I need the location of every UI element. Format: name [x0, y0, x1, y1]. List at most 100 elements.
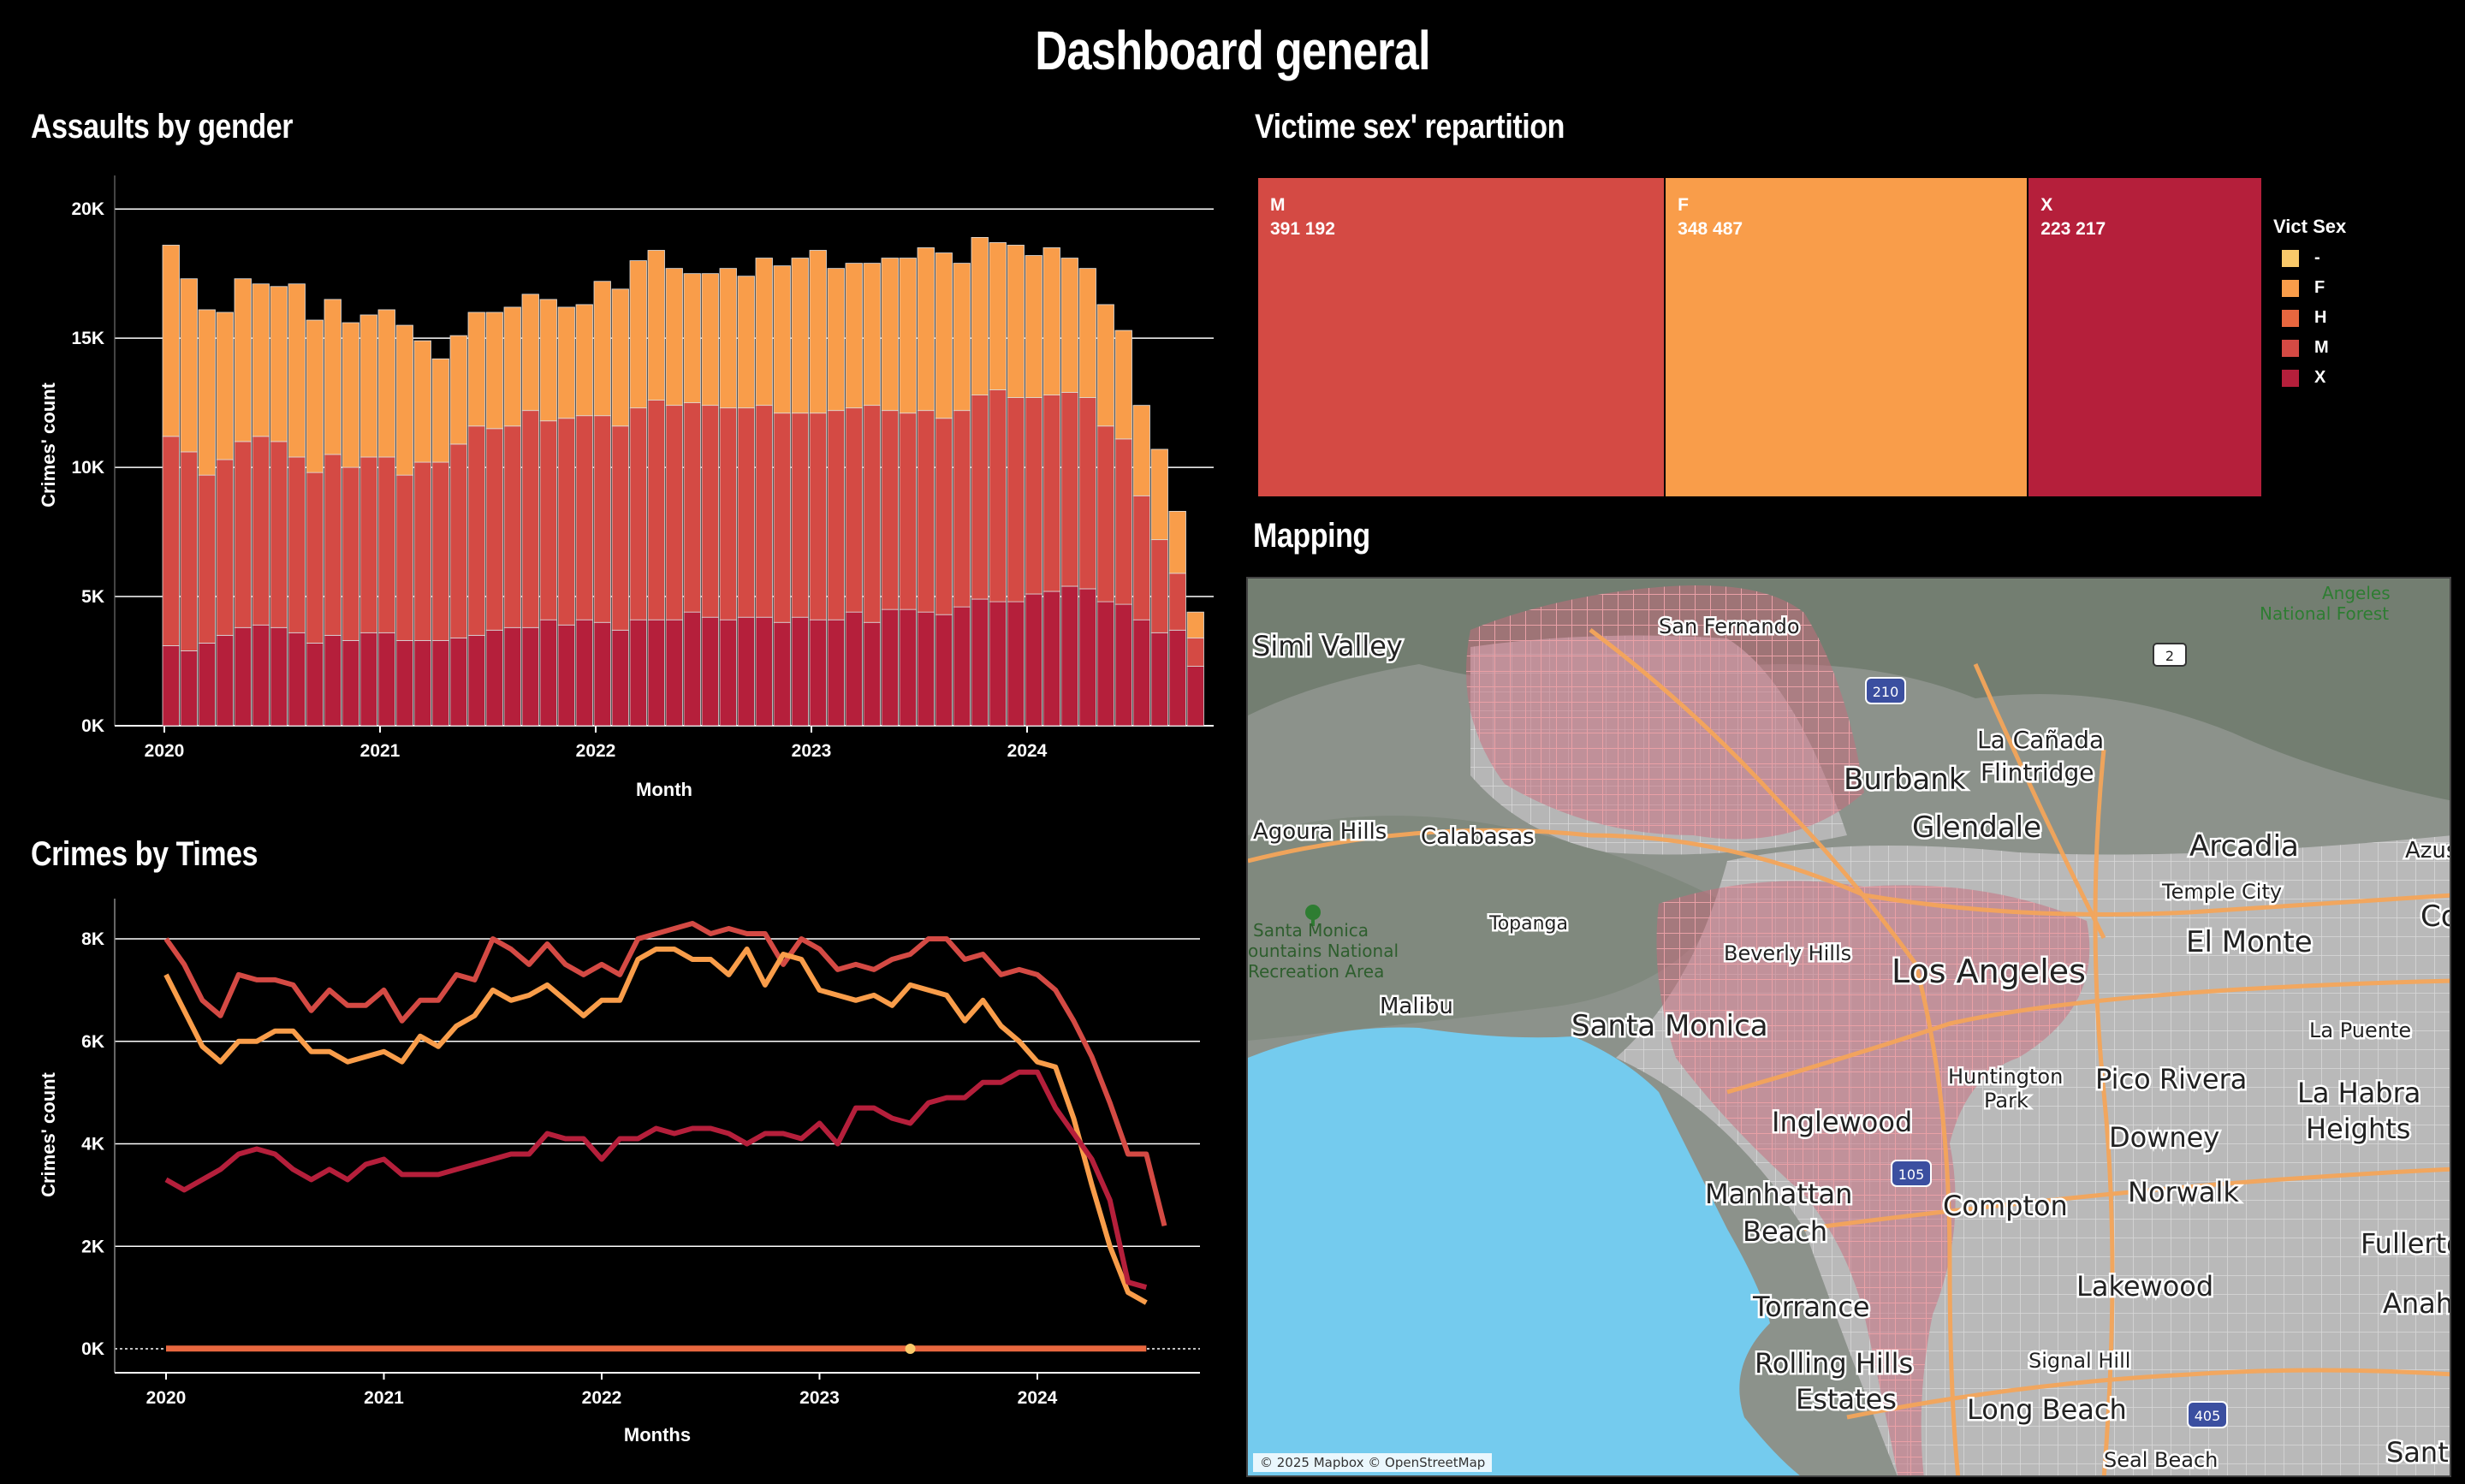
- place-anaheim: Anahei: [2383, 1287, 2451, 1320]
- bar-segment-f: [198, 309, 216, 476]
- map-canvas[interactable]: 210 105 405 2 Simi Valley San Fernando A…: [1248, 579, 2451, 1477]
- crime-map[interactable]: 210 105 405 2 Simi Valley San Fernando A…: [1246, 577, 2451, 1477]
- shield-2-label: 2: [2165, 648, 2174, 664]
- x-tick-label: 2024: [1007, 741, 1048, 761]
- bar-segment-f: [683, 273, 701, 404]
- legend-swatch: [2282, 369, 2299, 387]
- bar-segment-f: [899, 258, 917, 414]
- place-la-canada-1: La Cañada: [1977, 726, 2104, 754]
- y-tick-label: 6K: [81, 1032, 104, 1052]
- park-tree-icon: [1305, 905, 1321, 926]
- shield-105-icon: 105: [1891, 1160, 1932, 1187]
- x-tick-label: 2020: [146, 1388, 187, 1408]
- y-tick-label: 20K: [71, 199, 104, 219]
- y-axis-label: Crimes' count: [38, 382, 59, 507]
- treemap-key-x: X: [2040, 195, 2053, 215]
- bar-segment-f: [971, 236, 989, 395]
- mapping-title: Mapping: [1253, 517, 1370, 555]
- shield-405-icon: 405: [2187, 1401, 2228, 1428]
- treemap-label-f: F 348 487: [1678, 193, 1743, 241]
- victim-sex-treemap[interactable]: M 391 192 F 348 487 X 223 217: [1258, 178, 2261, 496]
- bar-segment-f: [953, 263, 971, 412]
- bar-segment-f: [1060, 258, 1078, 393]
- legend-label: X: [2314, 368, 2326, 387]
- place-rolling-2: Estates: [1796, 1383, 1897, 1416]
- times-chart-title: Crimes by Times: [31, 835, 258, 873]
- bar-segment-f: [737, 276, 755, 409]
- place-sm-mtn-1: Santa Monica: [1253, 920, 1369, 941]
- place-sm-mtn-3: Recreation Area: [1248, 961, 1384, 982]
- place-seal-beach: Seal Beach: [2104, 1448, 2218, 1472]
- treemap-cell-m[interactable]: M 391 192: [1258, 178, 1666, 496]
- bar-segment-f: [162, 245, 180, 437]
- treemap-label-m: M 391 192: [1270, 193, 1335, 241]
- place-malibu: Malibu: [1380, 994, 1453, 1019]
- bar-segment-f: [359, 314, 377, 458]
- place-rolling-1: Rolling Hills: [1755, 1347, 1913, 1380]
- legend-item-m[interactable]: M: [2273, 338, 2346, 358]
- bar-segment-f: [1078, 268, 1096, 398]
- place-burbank: Burbank: [1844, 763, 1966, 797]
- treemap-cell-f[interactable]: F 348 487: [1666, 178, 2029, 496]
- place-san-fernando: San Fernando: [1659, 614, 1800, 638]
- line-point-dash: [905, 1344, 916, 1354]
- place-la-canada-2: Flintridge: [1981, 758, 2094, 787]
- bar-segment-f: [342, 322, 359, 468]
- line-series-x: [164, 1069, 1148, 1291]
- legend-swatch: [2282, 279, 2299, 297]
- bar-segment-f: [288, 283, 306, 458]
- place-azusa: Azusa: [2405, 838, 2451, 864]
- treemap-value-m: 391 192: [1270, 219, 1335, 239]
- bar-segment-f: [234, 278, 252, 442]
- bar-segment-f: [413, 340, 431, 463]
- place-la-habra-1: La Habra: [2297, 1077, 2420, 1109]
- legend-swatch: [2282, 339, 2299, 357]
- place-el-monte: El Monte: [2186, 925, 2313, 959]
- bar-segment-f: [395, 324, 413, 476]
- bar-segment-f: [1150, 448, 1168, 541]
- bar-segment-f: [377, 309, 395, 458]
- bar-segment-f: [449, 335, 467, 445]
- bar-segment-f: [1096, 304, 1114, 427]
- bar-segment-f: [270, 286, 288, 442]
- bar-segment-f: [989, 242, 1007, 390]
- x-tick-label: 2023: [792, 741, 832, 761]
- place-topanga: Topanga: [1488, 913, 1568, 935]
- legend-item-f[interactable]: F: [2273, 278, 2346, 298]
- bar-segment-f: [431, 358, 449, 463]
- times-line-chart[interactable]: 0K 2K 4K 6K 8K 2020 2021 2022 2023 2024 Months Crim…: [0, 0, 1232, 1484]
- y-tick-label: 8K: [81, 929, 104, 949]
- legend-item-x[interactable]: X: [2273, 368, 2346, 388]
- place-angeles-nf-1: Angeles: [2322, 583, 2391, 603]
- assaults-bar-chart[interactable]: 0K 5K 10K 15K 20K 2020 2021 2022 2023 2024 Month Cr…: [0, 0, 1232, 800]
- place-los-angeles: Los Angeles: [1892, 953, 2086, 990]
- place-huntington-2: Park: [1984, 1089, 2028, 1113]
- place-manhattan-2: Beach: [1743, 1215, 1827, 1248]
- map-attribution[interactable]: © 2025 Mapbox © OpenStreetMap: [1253, 1453, 1493, 1472]
- assaults-chart-title: Assaults by gender: [31, 108, 294, 145]
- bar-segment-f: [881, 258, 899, 412]
- bar-segment-f: [1025, 255, 1042, 398]
- place-simi-valley: Simi Valley: [1253, 630, 1403, 662]
- legend-swatch: [2282, 309, 2299, 327]
- place-compton: Compton: [1943, 1190, 2068, 1222]
- legend-item-dash[interactable]: -: [2273, 248, 2346, 268]
- bar-segment-f: [755, 258, 773, 407]
- treemap-cell-x[interactable]: X 223 217: [2028, 178, 2261, 496]
- bar-segment-f: [485, 312, 503, 430]
- line-series-f: [163, 947, 1148, 1305]
- place-temple-city: Temple City: [2161, 880, 2282, 904]
- y-tick-label: 5K: [81, 587, 104, 607]
- treemap-value-f: 348 487: [1678, 219, 1743, 239]
- bar-segment-f: [1168, 511, 1186, 574]
- legend-item-h[interactable]: H: [2273, 308, 2346, 328]
- x-tick-label: 2021: [364, 1388, 404, 1408]
- shield-405-label: 405: [2195, 1408, 2221, 1424]
- bar-segment-f: [1042, 247, 1060, 395]
- x-tick-label: 2024: [1018, 1388, 1058, 1408]
- bar-segment-f: [611, 288, 629, 427]
- y-tick-label: 4K: [81, 1135, 104, 1155]
- shield-105-label: 105: [1898, 1166, 1925, 1183]
- dashboard-title: Dashboard general: [1035, 20, 1430, 81]
- bar-segment-f: [1007, 245, 1025, 398]
